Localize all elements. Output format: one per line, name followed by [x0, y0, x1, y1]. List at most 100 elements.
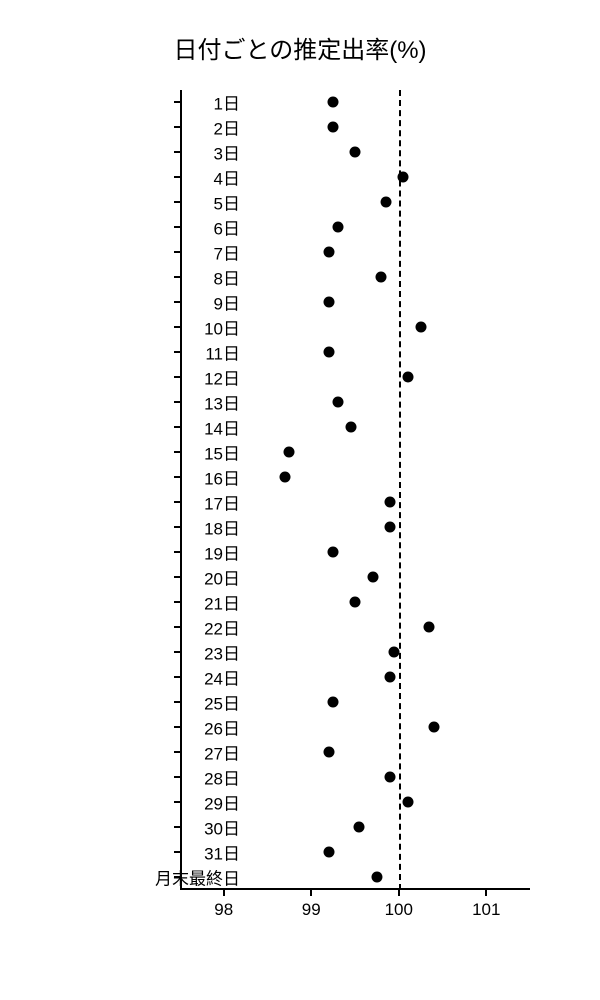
y-tick: [174, 676, 180, 678]
y-tick: [174, 226, 180, 228]
data-point: [328, 697, 339, 708]
y-axis-label: 月末最終日: [155, 865, 240, 890]
y-tick: [174, 326, 180, 328]
y-axis-label: 18日: [204, 515, 240, 540]
y-axis-label: 26日: [204, 715, 240, 740]
y-tick: [174, 776, 180, 778]
reference-line: [399, 90, 401, 890]
y-axis-label: 9日: [214, 290, 240, 315]
data-point: [415, 322, 426, 333]
y-tick: [174, 376, 180, 378]
y-tick: [174, 526, 180, 528]
x-axis-label: 100: [385, 900, 413, 920]
y-axis-label: 31日: [204, 840, 240, 865]
y-axis-label: 24日: [204, 665, 240, 690]
data-point: [389, 647, 400, 658]
y-axis-label: 19日: [204, 540, 240, 565]
y-tick: [174, 351, 180, 353]
y-axis-label: 23日: [204, 640, 240, 665]
y-tick: [174, 451, 180, 453]
y-tick: [174, 601, 180, 603]
data-point: [385, 497, 396, 508]
data-point: [385, 522, 396, 533]
x-tick: [485, 890, 487, 896]
y-axis-label: 8日: [214, 265, 240, 290]
y-axis-label: 15日: [204, 440, 240, 465]
data-point: [328, 122, 339, 133]
data-point: [323, 347, 334, 358]
y-axis-line: [180, 90, 182, 890]
x-axis-label: 98: [214, 900, 233, 920]
y-axis-label: 11日: [205, 340, 240, 365]
data-point: [385, 672, 396, 683]
data-point: [367, 572, 378, 583]
y-tick: [174, 651, 180, 653]
y-tick: [174, 151, 180, 153]
y-tick: [174, 751, 180, 753]
y-tick: [174, 726, 180, 728]
y-axis-label: 2日: [214, 115, 240, 140]
y-tick: [174, 301, 180, 303]
data-point: [385, 772, 396, 783]
data-point: [332, 222, 343, 233]
y-tick: [174, 126, 180, 128]
y-axis-label: 4日: [214, 165, 240, 190]
x-tick: [310, 890, 312, 896]
y-axis-label: 16日: [204, 465, 240, 490]
data-point: [332, 397, 343, 408]
data-point: [350, 597, 361, 608]
y-tick: [174, 851, 180, 853]
y-tick: [174, 251, 180, 253]
data-point: [323, 847, 334, 858]
x-axis-label: 99: [302, 900, 321, 920]
x-tick: [398, 890, 400, 896]
data-point: [345, 422, 356, 433]
y-axis-label: 13日: [204, 390, 240, 415]
data-point: [380, 197, 391, 208]
data-point: [428, 722, 439, 733]
y-axis-label: 3日: [214, 140, 240, 165]
y-tick: [174, 501, 180, 503]
y-axis-label: 25日: [204, 690, 240, 715]
y-axis-label: 20日: [204, 565, 240, 590]
y-tick: [174, 176, 180, 178]
chart-title: 日付ごとの推定出率(%): [0, 30, 600, 65]
y-tick: [174, 201, 180, 203]
data-point: [402, 372, 413, 383]
data-point: [280, 472, 291, 483]
data-point: [328, 547, 339, 558]
data-point: [402, 797, 413, 808]
data-point: [350, 147, 361, 158]
y-axis-label: 28日: [204, 765, 240, 790]
y-tick: [174, 276, 180, 278]
y-axis-label: 12日: [204, 365, 240, 390]
y-axis-label: 1日: [214, 90, 240, 115]
y-axis-label: 7日: [214, 240, 240, 265]
y-axis-label: 29日: [204, 790, 240, 815]
data-point: [376, 272, 387, 283]
y-tick: [174, 576, 180, 578]
y-axis-label: 27日: [204, 740, 240, 765]
y-tick: [174, 476, 180, 478]
data-point: [328, 97, 339, 108]
data-point: [323, 747, 334, 758]
y-axis-label: 17日: [204, 490, 240, 515]
data-point: [424, 622, 435, 633]
y-axis-label: 14日: [204, 415, 240, 440]
data-point: [354, 822, 365, 833]
x-tick: [223, 890, 225, 896]
y-axis-label: 21日: [204, 590, 240, 615]
y-axis-label: 10日: [204, 315, 240, 340]
y-tick: [174, 626, 180, 628]
y-tick: [174, 801, 180, 803]
y-axis-label: 30日: [204, 815, 240, 840]
y-tick: [174, 551, 180, 553]
chart-container: 日付ごとの推定出率(%) 9899100101 1日2日3日4日5日6日7日8日…: [0, 0, 600, 1000]
y-tick: [174, 101, 180, 103]
y-axis-label: 6日: [214, 215, 240, 240]
data-point: [284, 447, 295, 458]
y-tick: [174, 701, 180, 703]
x-axis-label: 101: [472, 900, 500, 920]
data-point: [371, 872, 382, 883]
y-tick: [174, 401, 180, 403]
